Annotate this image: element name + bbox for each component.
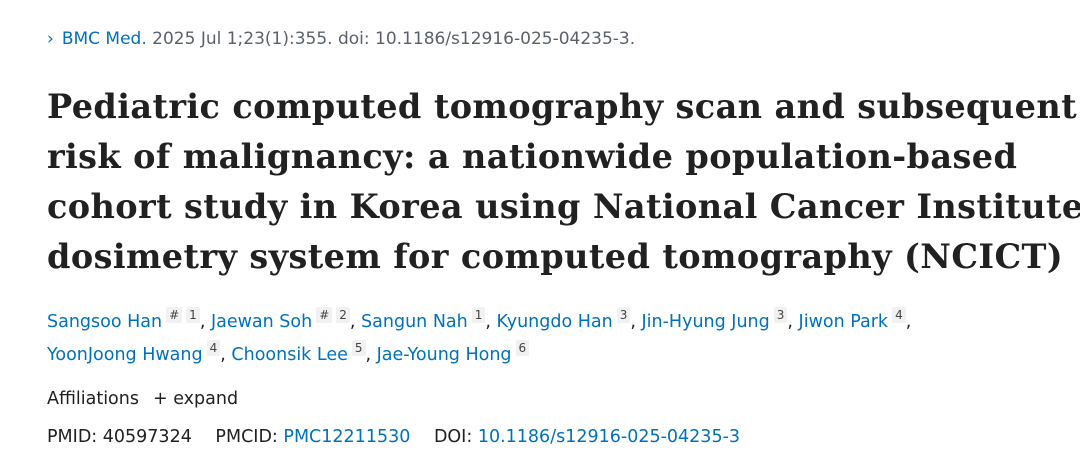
pmcid-label: PMCID: xyxy=(215,427,278,447)
affiliation-marker[interactable]: # xyxy=(316,307,333,323)
doi-link[interactable]: 10.1186/s12916-025-04235-3 xyxy=(477,427,741,447)
affiliation-marker[interactable]: 1 xyxy=(186,307,200,323)
pmid-value: 40597324 xyxy=(102,427,192,447)
affiliation-marker[interactable]: 3 xyxy=(773,307,788,323)
author: Jin-Hyung Jung 3 xyxy=(641,307,788,332)
authors-list: Sangsoo Han #1, Jaewan Soh #2, Sangun Nah 1… xyxy=(47,307,912,365)
citation: › BMC Med. 2025 Jul 1;23(1):355. doi: 10.… xyxy=(47,29,635,49)
author-link[interactable]: Jaewan Soh xyxy=(210,312,313,332)
author: Jae-Young Hong 6 xyxy=(376,340,530,365)
author-link[interactable]: Kyungdo Han xyxy=(496,312,613,332)
author: Jaewan Soh #2 xyxy=(210,307,350,332)
author-link[interactable]: Jiwon Park xyxy=(798,312,889,332)
author: Sangsoo Han #1 xyxy=(47,307,200,332)
affiliation-marker[interactable]: 4 xyxy=(892,307,906,323)
author-link[interactable]: YoonJoong Hwang xyxy=(47,345,203,365)
title-line: risk of malignancy: a nationwide populat… xyxy=(47,137,1018,176)
author-link[interactable]: Jin-Hyung Jung xyxy=(641,312,770,332)
affiliation-marker[interactable]: 1 xyxy=(471,307,486,323)
affiliation-marker[interactable]: 5 xyxy=(351,340,366,356)
author: Jiwon Park 4 xyxy=(798,307,906,332)
chevron-right-icon[interactable]: › xyxy=(47,29,54,49)
author: Sangun Nah 1 xyxy=(361,307,486,332)
pmid-label: PMID: xyxy=(47,427,98,447)
author: Choonsik Lee 5 xyxy=(231,340,366,365)
title-line: dosimetry system for computed tomography… xyxy=(47,237,1064,276)
journal-link[interactable]: BMC Med. xyxy=(61,29,147,49)
author: YoonJoong Hwang 4 xyxy=(47,340,221,365)
author: Kyungdo Han 3 xyxy=(496,307,631,332)
affiliation-marker[interactable]: # xyxy=(166,307,183,323)
affiliations: Affiliations + expand xyxy=(47,389,238,409)
title-line: Pediatric computed tomography scan and s… xyxy=(47,87,1077,126)
affiliation-marker[interactable]: 4 xyxy=(206,340,221,356)
identifiers: PMID: 40597324 PMCID: PMC12211530 DOI: 1… xyxy=(47,427,740,447)
author-link[interactable]: Sangsoo Han xyxy=(47,312,163,332)
expand-affiliations-button[interactable]: + expand xyxy=(152,389,239,409)
author-link[interactable]: Jae-Young Hong xyxy=(376,345,512,365)
citation-details: 2025 Jul 1;23(1):355. doi: 10.1186/s1291… xyxy=(152,29,636,49)
pmcid-link[interactable]: PMC12211530 xyxy=(283,427,411,447)
doi-label: DOI: xyxy=(433,427,473,447)
title-line: cohort study in Korea using National Can… xyxy=(47,187,1080,226)
affiliation-marker[interactable]: 2 xyxy=(336,307,350,323)
affiliations-label: Affiliations xyxy=(47,389,139,409)
affiliation-marker[interactable]: 6 xyxy=(515,340,530,356)
affiliation-marker[interactable]: 3 xyxy=(616,307,631,323)
author-link[interactable]: Choonsik Lee xyxy=(231,345,348,365)
author-link[interactable]: Sangun Nah xyxy=(361,312,468,332)
article-title: Pediatric computed tomography scan and s… xyxy=(47,82,1080,282)
